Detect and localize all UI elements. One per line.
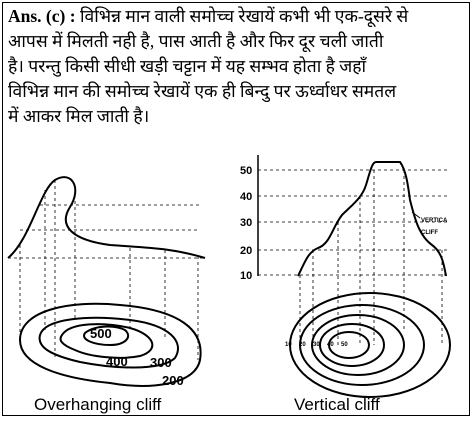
contour-label: 200 [162, 373, 184, 388]
text: विभिन्न मान वाली समोच्च रेखायें कभी भी ए… [79, 6, 409, 26]
axis-label: 30 [240, 217, 252, 229]
contour-label: 10 [285, 342, 292, 348]
guides [258, 169, 450, 345]
answer-label: Ans. (c) : [8, 6, 76, 26]
right-figure [257, 155, 451, 398]
annotation: VERTICA [421, 218, 448, 224]
line: में आकर मिल जाती है। [8, 106, 150, 126]
contour-label: 40 [327, 342, 334, 348]
left-figure [7, 176, 206, 387]
annotation: CLIFF [421, 230, 438, 236]
caption: Overhanging cliff [34, 395, 162, 414]
frame [2, 2, 470, 416]
guides [8, 180, 205, 360]
contour-label: 300 [150, 355, 172, 370]
contour-label: 30 [313, 342, 320, 348]
contour-label: 20 [299, 342, 306, 348]
line: है। परन्तु किसी सीधी खड़ी चट्टान में यह … [8, 56, 367, 76]
contour-label: 50 [341, 342, 348, 348]
line: विभिन्न मान की समोच्च रेखायें एक ही बिन्… [8, 81, 397, 101]
axis-label: 40 [240, 191, 252, 203]
axis-label: 10 [240, 270, 252, 282]
contour-label: 500 [90, 326, 112, 341]
axis-label: 50 [240, 165, 252, 177]
axis-label: 20 [240, 245, 252, 257]
answer: Ans. (c) : विभिन्न मान वाली समोच्च रेखाय… [8, 4, 466, 129]
caption: Vertical cliff [294, 395, 380, 414]
contour-label: 400 [106, 354, 128, 369]
line: आपस में मिलती नही है, पास आती है और फिर … [8, 31, 384, 51]
line: Ans. (c) : विभिन्न मान वाली समोच्च रेखाय… [8, 4, 466, 29]
